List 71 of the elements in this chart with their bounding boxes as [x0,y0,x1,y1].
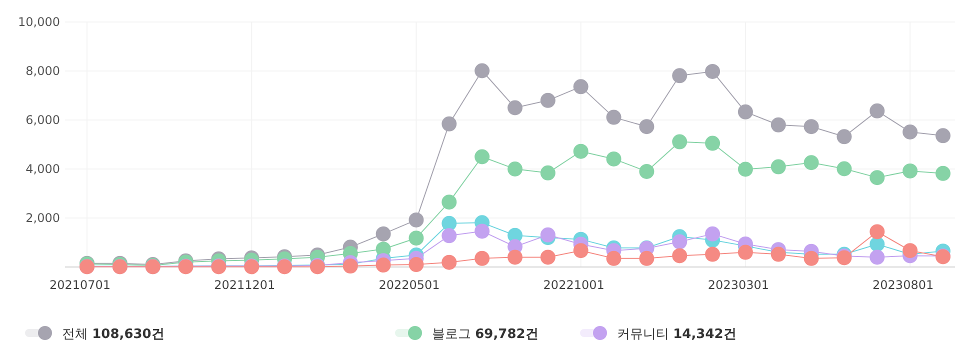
point [738,244,753,260]
point [902,163,918,178]
point [508,100,522,116]
point [540,250,556,265]
point [804,250,819,266]
point [936,166,950,181]
point [705,136,720,151]
x-tick-label: 20211201 [214,278,276,292]
legend-label: 블로그 69,782건 [432,327,538,342]
point [804,119,819,134]
y-tick-label: 10,000 [18,15,60,29]
point [836,161,852,176]
x-tick-label: 20230301 [708,278,769,292]
point [376,258,391,273]
point [540,165,556,180]
point [936,128,950,144]
y-tick-label: 2,000 [26,211,60,225]
point [738,104,753,120]
point [770,117,786,132]
point [442,216,457,231]
point [376,226,391,242]
x-tick-label: 20210701 [49,278,111,292]
point [408,257,424,272]
point [442,228,457,244]
x-tick-label: 20221001 [543,278,604,292]
point [442,254,457,270]
point [474,224,490,239]
point [606,151,622,166]
legend-label: 전체 108,630건 [62,327,164,342]
point [672,68,688,84]
point [902,243,918,258]
point [705,226,720,242]
y-tick-label: 4,000 [26,162,60,176]
point [902,124,918,140]
point [870,250,885,265]
point [508,250,522,265]
point [442,116,457,132]
point [770,159,786,174]
point [474,63,490,78]
point [540,227,556,242]
point [672,234,688,250]
point [606,110,622,125]
x-tick-label: 20230801 [872,278,934,292]
point [639,164,654,179]
point [573,243,588,258]
point [870,103,885,118]
legend-label: 커뮤니티 14,342건 [617,327,736,342]
point [639,250,654,266]
y-tick-label: 6,000 [26,113,60,127]
point [705,64,720,79]
point [672,134,688,150]
point [870,224,885,240]
point [508,162,522,176]
point [408,230,424,246]
point [672,248,688,264]
point [705,246,720,262]
point [639,119,654,134]
point [573,79,588,94]
x-tick-label: 20220501 [378,278,440,292]
point [540,92,556,108]
y-tick-label: 8,000 [26,64,60,78]
point [804,155,819,170]
point [474,149,490,164]
point [573,144,588,159]
point [738,162,753,177]
point [408,212,424,228]
point [442,194,457,210]
point [606,250,622,266]
point [870,170,885,186]
point [474,250,490,266]
point [836,129,852,144]
